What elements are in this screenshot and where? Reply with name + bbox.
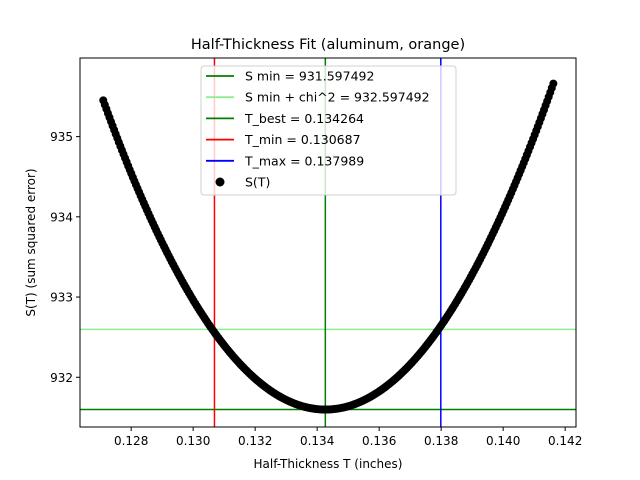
x-tick-label: 0.136 <box>362 434 396 448</box>
legend-label: T_min = 0.130687 <box>244 132 361 147</box>
x-tick-label: 0.134 <box>300 434 334 448</box>
y-tick-label: 935 <box>50 130 73 144</box>
chart-title: Half-Thickness Fit (aluminum, orange) <box>191 37 465 53</box>
legend: S min = 931.597492 S min + chi^2 = 932.59… <box>200 65 457 196</box>
data-point <box>549 79 558 88</box>
legend-swatch-marker <box>215 177 225 187</box>
legend-label: S min = 931.597492 <box>245 69 374 84</box>
x-tick-label: 0.138 <box>424 434 458 448</box>
x-tick-label: 0.132 <box>238 434 272 448</box>
x-axis: 0.128 0.130 0.132 0.134 0.136 0.138 0.140 0.142 <box>114 427 582 448</box>
legend-label: S(T) <box>245 175 270 190</box>
legend-label: S min + chi^2 = 932.597492 <box>245 90 430 105</box>
legend-label: T_max = 0.137989 <box>244 153 364 168</box>
x-axis-label: Half-Thickness T (inches) <box>254 457 403 471</box>
x-tick-label: 0.142 <box>548 434 582 448</box>
y-axis-label: S(T) (sum squared error) <box>24 168 38 316</box>
x-tick-label: 0.128 <box>114 434 148 448</box>
scatter-points <box>99 79 558 414</box>
legend-label: T_best = 0.134264 <box>244 111 364 126</box>
y-tick-label: 933 <box>50 291 73 305</box>
plot-frame <box>79 57 577 428</box>
x-tick-label: 0.130 <box>176 434 210 448</box>
legend-box <box>200 65 457 196</box>
x-tick-label: 0.140 <box>486 434 520 448</box>
y-tick-label: 934 <box>50 210 73 224</box>
y-axis: 932 933 934 935 <box>50 130 80 385</box>
y-tick-label: 932 <box>50 371 73 385</box>
